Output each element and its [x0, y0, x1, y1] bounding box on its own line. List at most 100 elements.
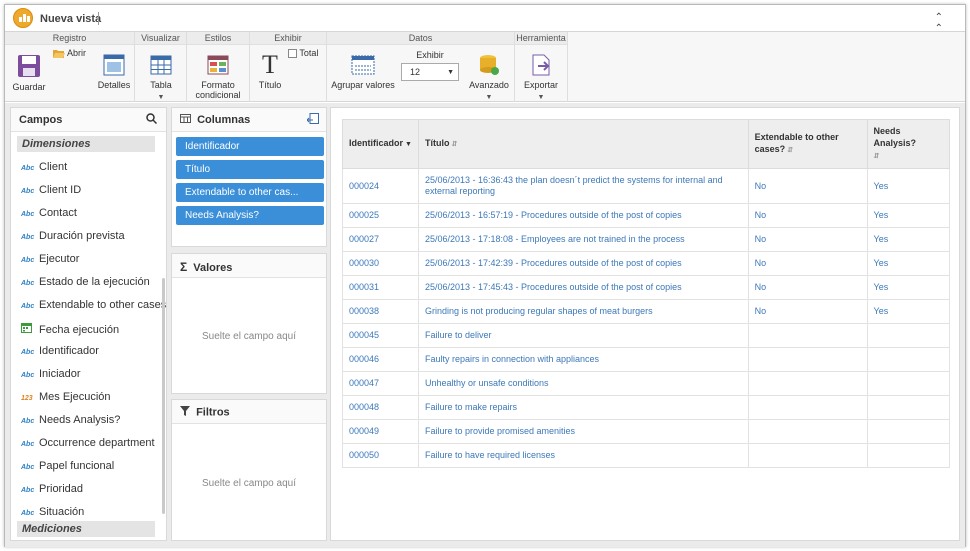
cell-titulo[interactable]: Failure to deliver	[417, 323, 749, 348]
field-item[interactable]: Abc Prioridad	[21, 483, 83, 503]
header-needs-analysis[interactable]: Needs Analysis? ⇵	[866, 119, 951, 169]
titulo-button[interactable]: T Título	[254, 52, 286, 91]
category-dimensiones[interactable]: Dimensiones	[17, 136, 155, 152]
cell-needs-analysis[interactable]	[866, 443, 951, 468]
cell-titulo[interactable]: 25/06/2013 - 17:45:43 - Procedures outsi…	[417, 275, 749, 300]
header-identificador[interactable]: Identificador ▼	[342, 119, 419, 169]
cell-identificador[interactable]: 000047	[342, 371, 419, 396]
cell-identificador[interactable]: 000049	[342, 419, 419, 444]
cell-identificador[interactable]: 000045	[342, 323, 419, 348]
avanzado-button[interactable]: Avanzado ▼	[469, 54, 509, 103]
cell-extendable[interactable]: No	[747, 299, 868, 324]
cell-needs-analysis[interactable]: Yes	[866, 203, 951, 228]
cell-extendable[interactable]: No	[747, 275, 868, 300]
avanzado-dropdown-icon[interactable]: ▼	[485, 94, 493, 101]
cell-extendable[interactable]: No	[747, 251, 868, 276]
total-checkbox[interactable]: Total	[288, 48, 326, 59]
field-item[interactable]: Abc Iniciador	[21, 368, 81, 388]
abrir-button[interactable]: Abrir	[53, 48, 91, 59]
cell-needs-analysis[interactable]	[866, 419, 951, 444]
column-chip-needs-analysis[interactable]: Needs Analysis?	[176, 206, 324, 225]
filtros-dropzone[interactable]: Suelte el campo aquí	[202, 478, 296, 489]
field-item[interactable]: Abc Ejecutor	[21, 253, 79, 273]
agrupar-valores-button[interactable]: Agrupar valores	[331, 54, 395, 90]
exportar-dropdown-icon[interactable]: ▼	[537, 94, 545, 101]
valores-dropzone[interactable]: Suelte el campo aquí	[202, 331, 296, 342]
checkbox-icon[interactable]	[288, 49, 297, 59]
field-item[interactable]: Abc Estado de la ejecución	[21, 276, 150, 296]
field-item[interactable]: Fecha ejecución	[21, 322, 119, 342]
cell-titulo[interactable]: 25/06/2013 - 17:18:08 - Employees are no…	[417, 227, 749, 252]
cell-identificador[interactable]: 000030	[342, 251, 419, 276]
table-row[interactable]: 000038 Grinding is not producing regular …	[342, 299, 951, 324]
cell-needs-analysis[interactable]: Yes	[866, 168, 951, 204]
cell-extendable[interactable]	[747, 419, 868, 444]
cell-titulo[interactable]: 25/06/2013 - 16:36:43 the plan doesn´t p…	[417, 168, 749, 204]
cell-identificador[interactable]: 000038	[342, 299, 419, 324]
table-row[interactable]: 000049 Failure to provide promised amenit…	[342, 419, 951, 444]
field-item[interactable]: Abc Client ID	[21, 184, 81, 204]
cell-titulo[interactable]: Unhealthy or unsafe conditions	[417, 371, 749, 396]
cell-extendable[interactable]	[747, 323, 868, 348]
cell-identificador[interactable]: 000046	[342, 347, 419, 372]
field-item[interactable]: Abc Extendable to other cases?	[21, 299, 166, 319]
field-item[interactable]: Abc Contact	[21, 207, 77, 227]
column-chip-extendable[interactable]: Extendable to other cas...	[176, 183, 324, 202]
cell-extendable[interactable]: No	[747, 227, 868, 252]
table-row[interactable]: 000025 25/06/2013 - 16:57:19 - Procedures…	[342, 203, 951, 228]
cell-titulo[interactable]: Grinding is not producing regular shapes…	[417, 299, 749, 324]
table-row[interactable]: 000027 25/06/2013 - 17:18:08 - Employees …	[342, 227, 951, 252]
field-item[interactable]: Abc Situación	[21, 506, 84, 526]
cell-extendable[interactable]	[747, 395, 868, 420]
category-mediciones[interactable]: Mediciones	[17, 521, 155, 537]
field-item[interactable]: Abc Needs Analysis?	[21, 414, 120, 434]
cell-needs-analysis[interactable]	[866, 323, 951, 348]
header-extendable[interactable]: Extendable to other cases? ⇵	[747, 119, 868, 169]
field-item[interactable]: Abc Papel funcional	[21, 460, 114, 480]
cell-titulo[interactable]: Failure to make repairs	[417, 395, 749, 420]
cell-titulo[interactable]: 25/06/2013 - 17:42:39 - Procedures outsi…	[417, 251, 749, 276]
cell-extendable[interactable]	[747, 347, 868, 372]
tabla-button[interactable]: Tabla ▼	[145, 54, 177, 103]
table-row[interactable]: 000048 Failure to make repairs	[342, 395, 951, 420]
field-item[interactable]: Abc Occurrence department	[21, 437, 155, 457]
table-row[interactable]: 000047 Unhealthy or unsafe conditions	[342, 371, 951, 396]
cell-needs-analysis[interactable]	[866, 395, 951, 420]
column-chip-titulo[interactable]: Título	[176, 160, 324, 179]
table-row[interactable]: 000030 25/06/2013 - 17:42:39 - Procedures…	[342, 251, 951, 276]
cell-needs-analysis[interactable]	[866, 371, 951, 396]
cell-titulo[interactable]: Faulty repairs in connection with applia…	[417, 347, 749, 372]
table-row[interactable]: 000050 Failure to have required licenses	[342, 443, 951, 468]
exhibir-select[interactable]: 12 ▼	[401, 63, 459, 81]
table-row[interactable]: 000031 25/06/2013 - 17:45:43 - Procedures…	[342, 275, 951, 300]
cell-titulo[interactable]: Failure to have required licenses	[417, 443, 749, 468]
table-row[interactable]: 000045 Failure to deliver	[342, 323, 951, 348]
tabla-dropdown-icon[interactable]: ▼	[157, 94, 165, 101]
table-row[interactable]: 000046 Faulty repairs in connection with …	[342, 347, 951, 372]
search-icon[interactable]	[146, 113, 158, 127]
cell-needs-analysis[interactable]: Yes	[866, 275, 951, 300]
field-item[interactable]: Abc Identificador	[21, 345, 99, 365]
formato-condicional-button[interactable]: Formato condicional	[193, 54, 243, 100]
column-chip-identificador[interactable]: Identificador	[176, 137, 324, 156]
cell-identificador[interactable]: 000025	[342, 203, 419, 228]
cell-identificador[interactable]: 000027	[342, 227, 419, 252]
cell-needs-analysis[interactable]	[866, 347, 951, 372]
cell-identificador[interactable]: 000031	[342, 275, 419, 300]
cell-needs-analysis[interactable]: Yes	[866, 227, 951, 252]
table-row[interactable]: 000024 25/06/2013 - 16:36:43 the plan doe…	[342, 168, 951, 204]
cell-needs-analysis[interactable]: Yes	[866, 299, 951, 324]
cell-identificador[interactable]: 000048	[342, 395, 419, 420]
cell-needs-analysis[interactable]: Yes	[866, 251, 951, 276]
cell-identificador[interactable]: 000024	[342, 168, 419, 204]
swap-columns-icon[interactable]	[306, 113, 319, 128]
guardar-button[interactable]: Guardar	[11, 54, 47, 92]
cell-extendable[interactable]: No	[747, 168, 868, 204]
collapse-ribbon-icon[interactable]: ⌃ ⌃	[934, 12, 943, 34]
field-item[interactable]: Abc Duración prevista	[21, 230, 125, 250]
exportar-button[interactable]: Exportar ▼	[521, 54, 561, 103]
cell-identificador[interactable]: 000050	[342, 443, 419, 468]
detalles-button[interactable]: Detalles	[97, 54, 131, 90]
cell-titulo[interactable]: Failure to provide promised amenities	[417, 419, 749, 444]
field-item[interactable]: 123 Mes Ejecución	[21, 391, 111, 411]
